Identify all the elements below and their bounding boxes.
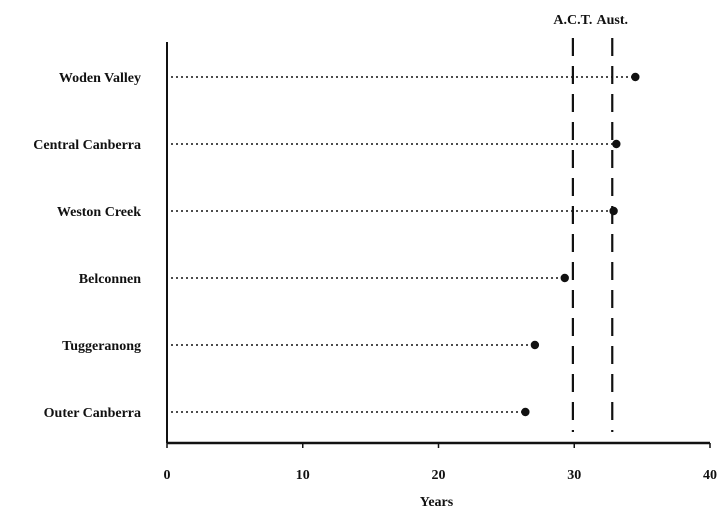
data-point [521,407,530,417]
category-label: Woden Valley [59,71,141,86]
data-point [631,72,640,82]
category-labels: Woden Valley Central Canberra Weston Creek… [33,71,141,421]
category-label: Weston Creek [57,205,141,220]
x-axis-title: Years [420,495,454,510]
data-points [521,72,640,417]
leader-lines [171,76,636,413]
category-label: Tuggeranong [62,339,141,354]
x-tick-label: 20 [432,468,446,483]
x-tick-label: 10 [296,468,310,483]
x-tick-label: 40 [703,468,717,483]
data-point [609,206,618,216]
reference-line-label: A.C.T. [553,13,592,28]
category-label: Belconnen [79,272,141,287]
data-point [560,273,569,283]
data-point [530,340,540,350]
category-label: Central Canberra [33,138,141,153]
reference-line-label: Aust. [597,13,629,28]
data-point [612,139,621,149]
x-tick-label: 0 [164,468,171,483]
x-axis-ticks: 0 10 20 30 40 [164,443,717,483]
reference-lines: A.C.T. Aust. [553,13,628,432]
x-tick-label: 30 [567,468,581,483]
category-label: Outer Canberra [44,406,141,421]
